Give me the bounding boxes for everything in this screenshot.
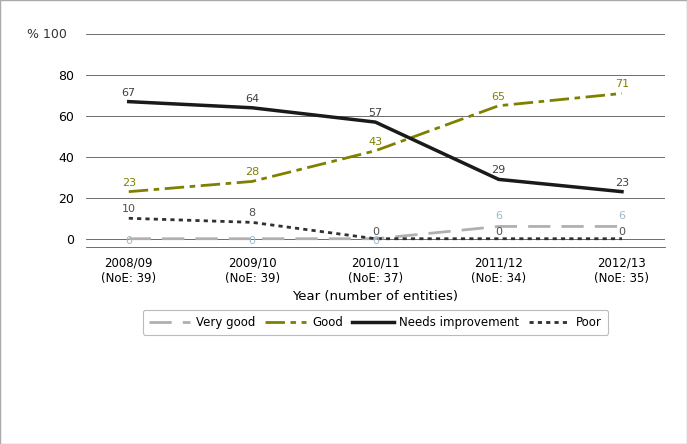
Text: % 100: % 100: [27, 28, 67, 40]
Text: 28: 28: [245, 167, 259, 177]
Legend: Very good, Good, Needs improvement, Poor: Very good, Good, Needs improvement, Poor: [143, 310, 608, 335]
Text: 57: 57: [368, 108, 383, 118]
Text: 10: 10: [122, 204, 136, 214]
Text: 6: 6: [618, 211, 625, 222]
Text: 0: 0: [249, 236, 256, 246]
Text: 0: 0: [495, 227, 502, 237]
Text: 29: 29: [491, 165, 506, 175]
Text: 67: 67: [122, 87, 136, 98]
Text: 6: 6: [495, 211, 502, 222]
Text: 71: 71: [615, 79, 629, 89]
Text: 43: 43: [368, 137, 383, 147]
Text: 0: 0: [372, 227, 379, 237]
Text: 0: 0: [372, 236, 379, 246]
X-axis label: Year (number of entities): Year (number of entities): [293, 290, 458, 303]
Text: 0: 0: [125, 236, 133, 246]
Text: 0: 0: [618, 227, 625, 237]
Text: 23: 23: [122, 178, 136, 187]
Text: 65: 65: [492, 91, 506, 102]
Text: 23: 23: [615, 178, 629, 187]
Text: 64: 64: [245, 94, 259, 104]
Text: 8: 8: [249, 208, 256, 218]
